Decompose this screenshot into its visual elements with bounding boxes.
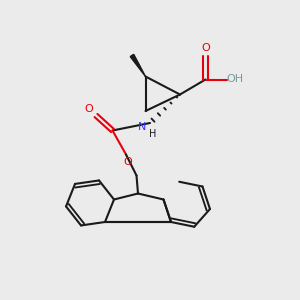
Text: OH: OH <box>226 74 244 85</box>
Text: O: O <box>84 104 93 115</box>
Text: O: O <box>201 43 210 53</box>
Text: N: N <box>138 122 147 133</box>
Text: O: O <box>123 157 132 167</box>
Text: H: H <box>149 128 157 139</box>
Polygon shape <box>130 54 146 76</box>
